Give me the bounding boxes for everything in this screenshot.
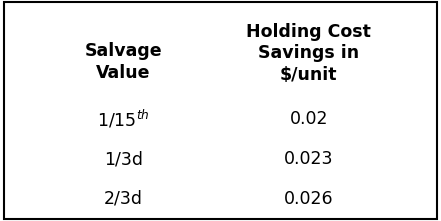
Text: 0.026: 0.026 bbox=[284, 190, 333, 208]
Text: 1/3d: 1/3d bbox=[104, 150, 143, 168]
Text: 2/3d: 2/3d bbox=[104, 190, 143, 208]
Text: 0.023: 0.023 bbox=[284, 150, 333, 168]
Text: 1/15$^{th}$: 1/15$^{th}$ bbox=[97, 108, 150, 130]
Text: Salvage
Value: Salvage Value bbox=[85, 42, 162, 82]
Text: Holding Cost
Savings in
$/unit: Holding Cost Savings in $/unit bbox=[246, 23, 371, 84]
Text: 0.02: 0.02 bbox=[289, 110, 328, 128]
